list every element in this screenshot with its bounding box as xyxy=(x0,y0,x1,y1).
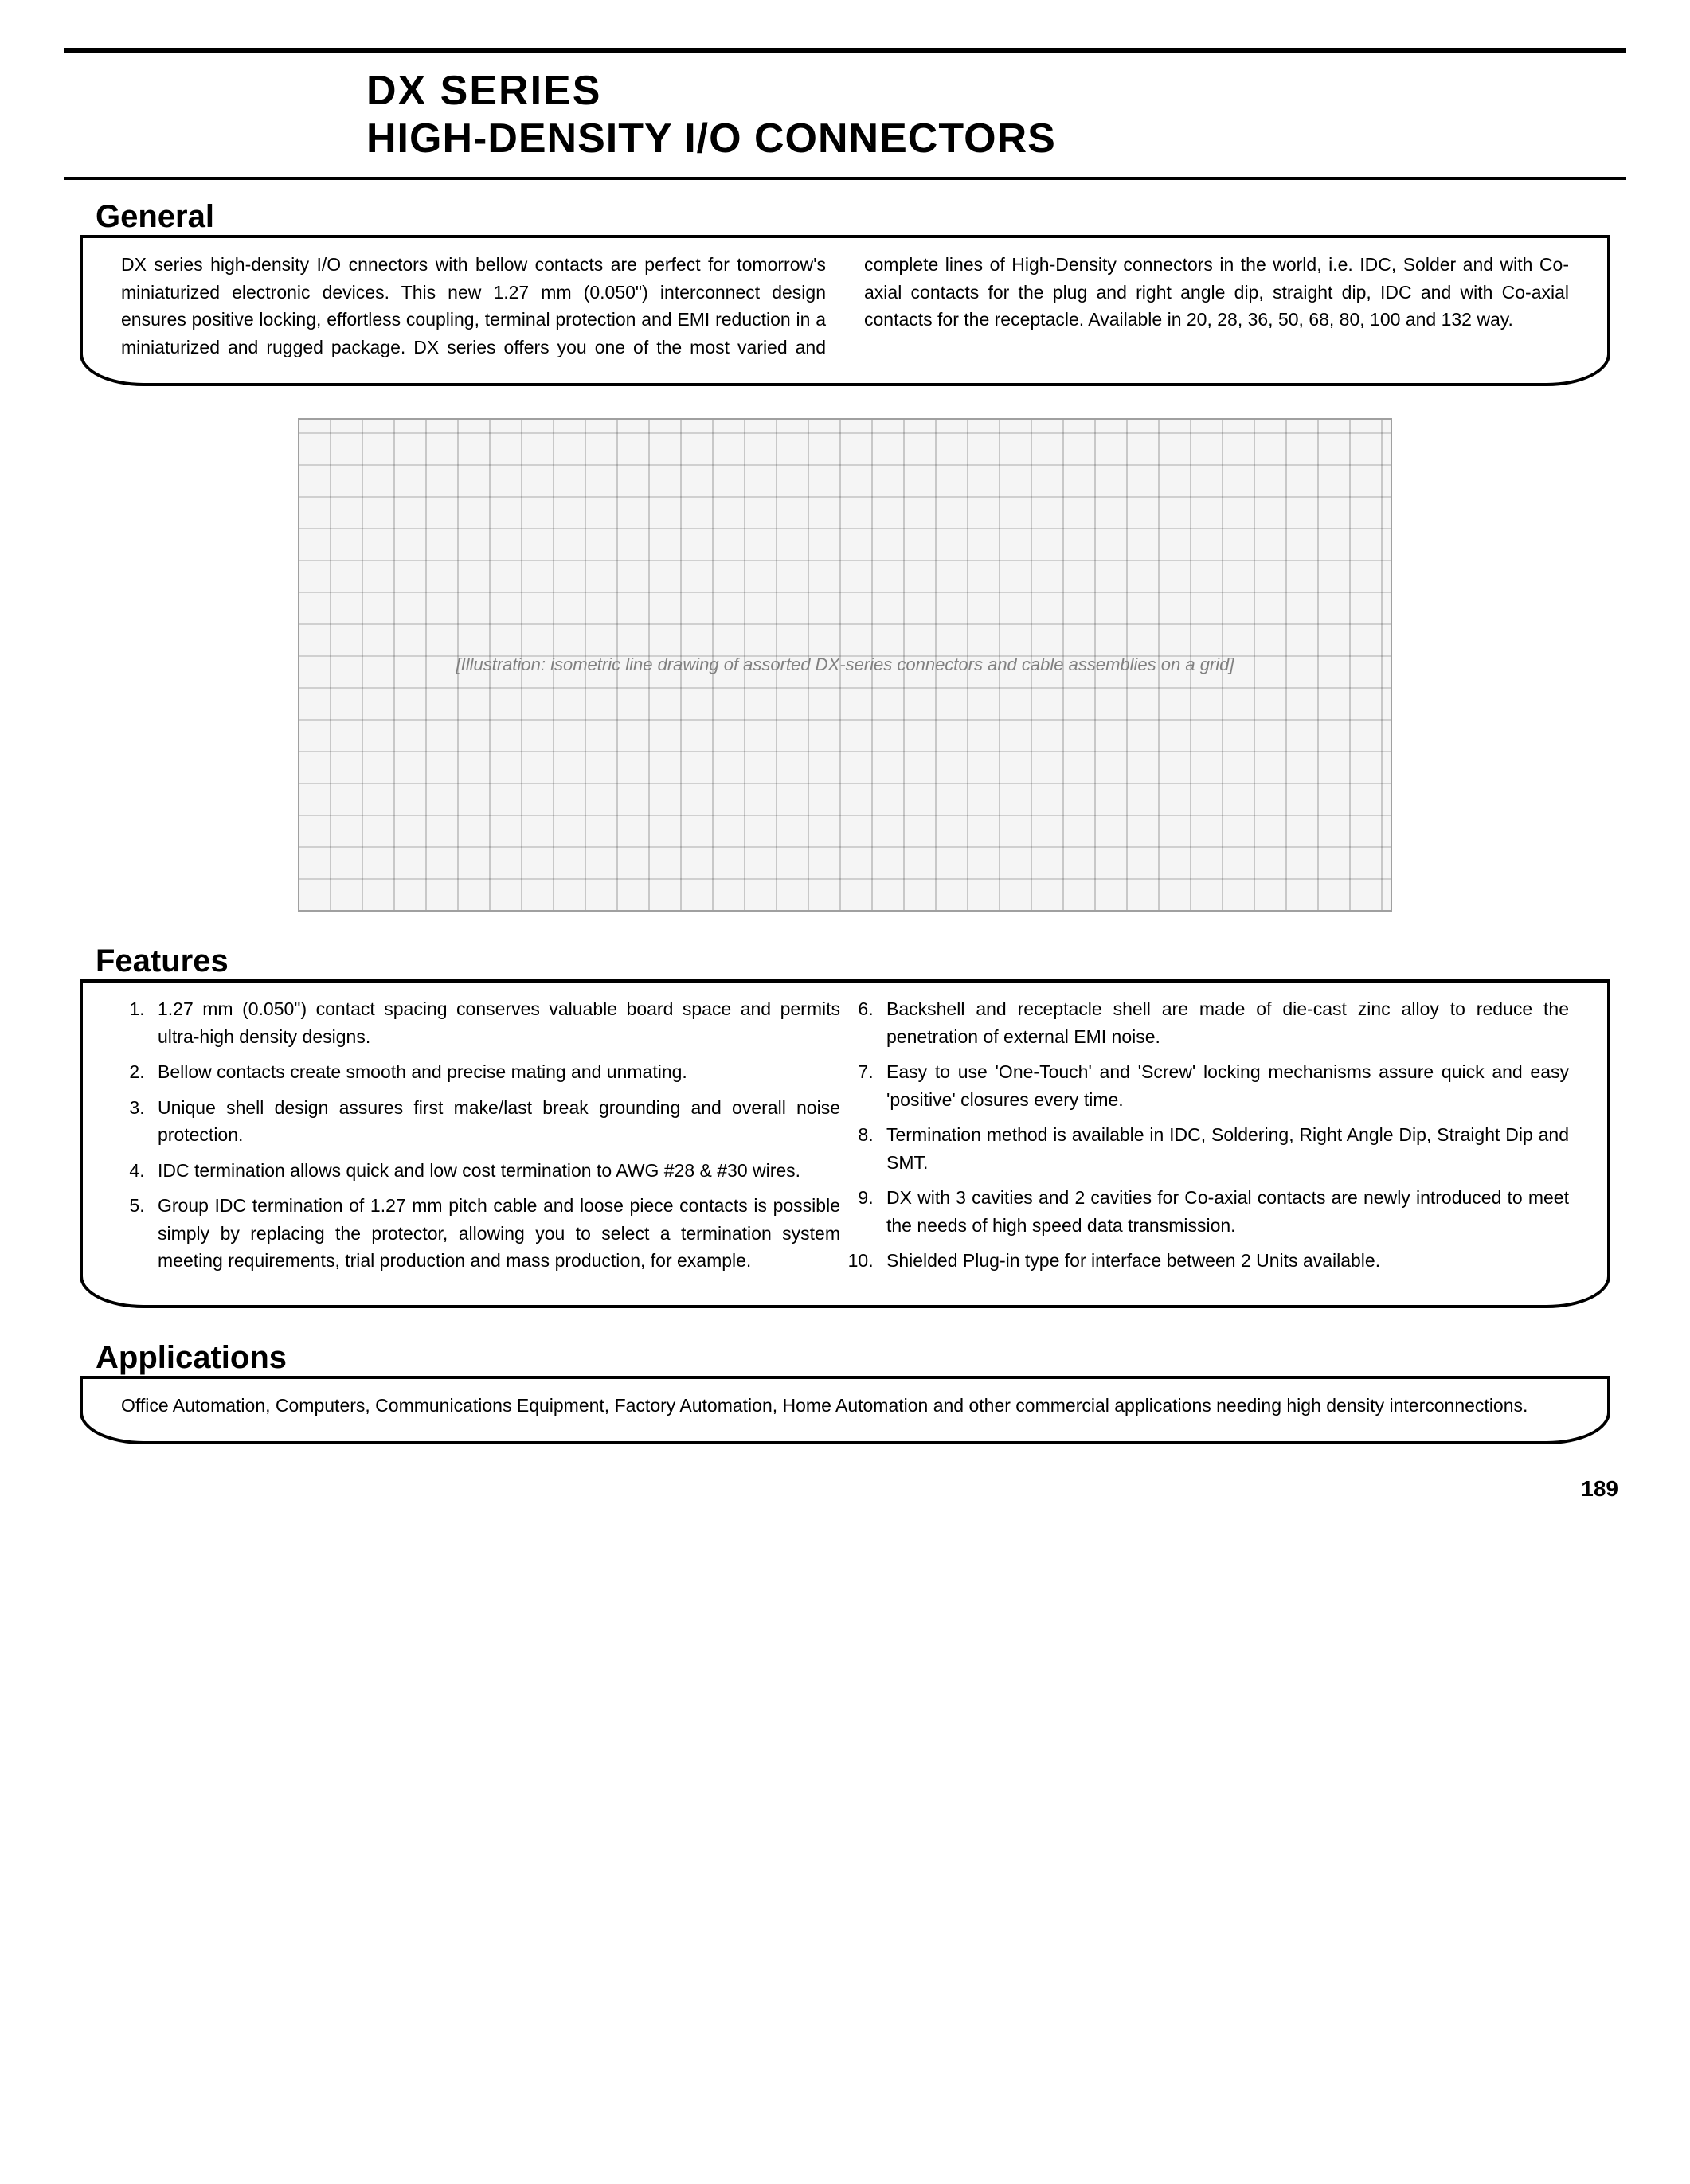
feature-item: Bellow contacts create smooth and precis… xyxy=(150,1058,840,1086)
page-container: DX SERIES HIGH-DENSITY I/O CONNECTORS Ge… xyxy=(64,48,1626,1502)
feature-item: Shielded Plug-in type for interface betw… xyxy=(878,1247,1569,1275)
applications-bubble: Office Automation, Computers, Communicat… xyxy=(80,1376,1610,1445)
applications-body: Office Automation, Computers, Communicat… xyxy=(121,1392,1569,1420)
general-bubble: DX series high-density I/O cnnectors wit… xyxy=(80,235,1610,386)
title-block: DX SERIES HIGH-DENSITY I/O CONNECTORS xyxy=(64,48,1626,180)
features-bubble: 1.27 mm (0.050") contact spacing conserv… xyxy=(80,979,1610,1308)
feature-item: Group IDC termination of 1.27 mm pitch c… xyxy=(150,1192,840,1275)
feature-item: Backshell and receptacle shell are made … xyxy=(878,995,1569,1050)
feature-item: Easy to use 'One-Touch' and 'Screw' lock… xyxy=(878,1058,1569,1113)
feature-item: 1.27 mm (0.050") contact spacing conserv… xyxy=(150,995,840,1050)
feature-item: Termination method is available in IDC, … xyxy=(878,1121,1569,1176)
title-line-2: HIGH-DENSITY I/O CONNECTORS xyxy=(366,115,1626,162)
feature-item: Unique shell design assures first make/l… xyxy=(150,1094,840,1149)
page-number: 189 xyxy=(64,1476,1626,1502)
features-heading: Features xyxy=(96,944,1594,979)
feature-item: IDC termination allows quick and low cos… xyxy=(150,1157,840,1185)
applications-heading: Applications xyxy=(96,1340,1594,1376)
features-list: 1.27 mm (0.050") contact spacing conserv… xyxy=(121,995,1569,1283)
figure-alt-text: [Illustration: isometric line drawing of… xyxy=(456,654,1234,675)
general-body: DX series high-density I/O cnnectors wit… xyxy=(121,251,1569,361)
product-illustration: [Illustration: isometric line drawing of… xyxy=(298,418,1391,912)
general-heading: General xyxy=(96,199,1594,235)
title-line-1: DX SERIES xyxy=(366,67,1626,115)
feature-item: DX with 3 cavities and 2 cavities for Co… xyxy=(878,1184,1569,1239)
